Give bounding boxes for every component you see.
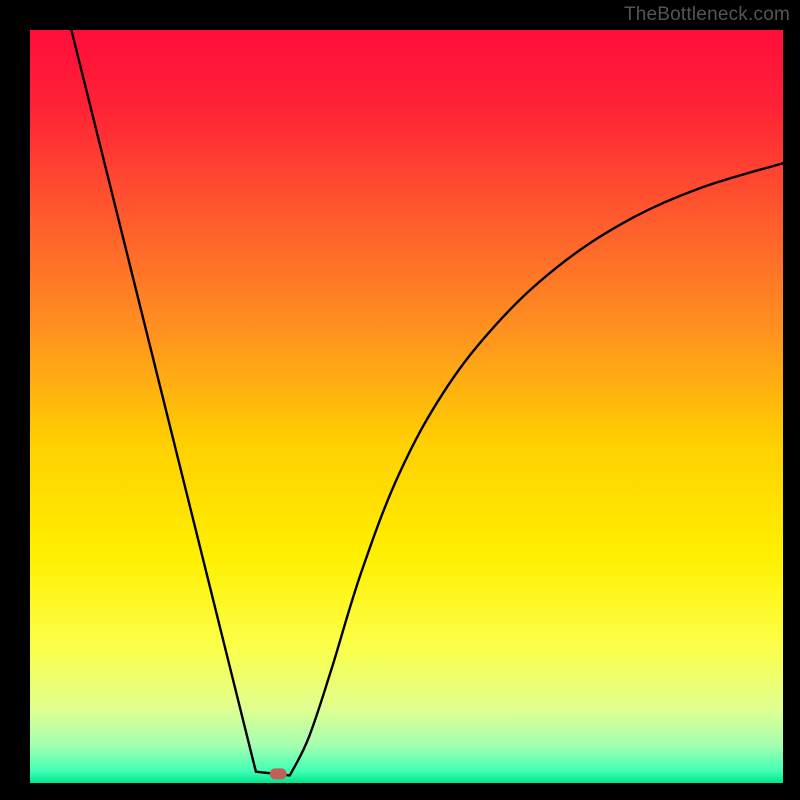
bottleneck-curve (30, 30, 783, 783)
chart-frame: TheBottleneck.com (0, 0, 800, 800)
curve-path (71, 30, 783, 775)
plot-area (30, 30, 783, 783)
watermark-text: TheBottleneck.com (624, 4, 790, 26)
optimum-marker (270, 768, 287, 779)
